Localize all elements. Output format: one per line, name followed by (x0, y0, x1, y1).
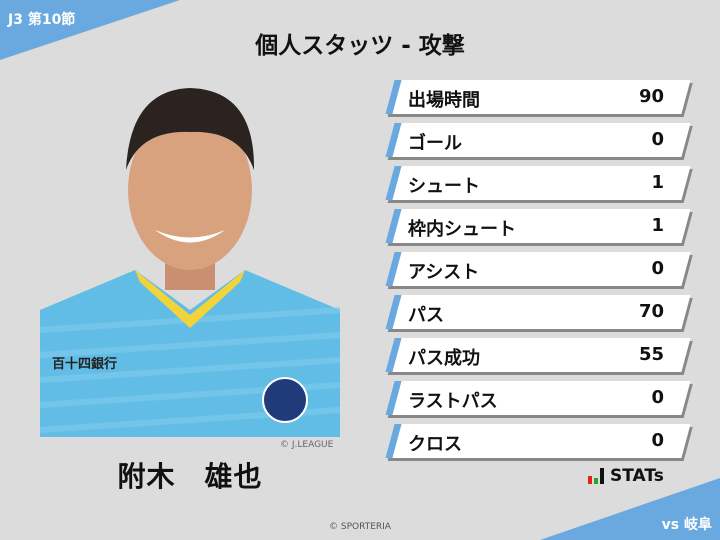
stat-row: パス 70 (385, 295, 691, 329)
stat-value: 1 (651, 172, 664, 193)
logo-bar-red (588, 476, 592, 484)
player-name: 附木 雄也 (117, 460, 263, 493)
stat-row: 出場時間 90 (385, 80, 691, 114)
stat-row: ゴール 0 (385, 123, 691, 157)
stat-label: ゴール (408, 133, 462, 154)
stat-value: 90 (638, 86, 664, 107)
page-title: 個人スタッツ - 攻撃 (255, 33, 465, 59)
stat-row: ラストパス 0 (385, 381, 691, 415)
stat-row: アシスト 0 (385, 252, 691, 286)
stat-value: 55 (638, 344, 664, 365)
logo-bar-green (594, 478, 598, 484)
club-crest (262, 377, 308, 423)
stat-label: パス成功 (408, 348, 480, 369)
round-label: J3 第10節 (8, 12, 76, 28)
opponent-label: vs 岐阜 (661, 517, 712, 533)
stat-row: クロス 0 (385, 424, 691, 458)
stat-value: 0 (651, 258, 664, 279)
stat-row: シュート 1 (385, 166, 691, 200)
stat-row: 枠内シュート 1 (385, 209, 691, 243)
logo-bar-black (600, 468, 604, 484)
photo-credit: © J.LEAGUE (280, 440, 334, 450)
stat-label: パス (408, 305, 444, 326)
sponsor-logo: 百十四銀行 (52, 356, 117, 372)
stat-value: 1 (651, 215, 664, 236)
player-photo: 百十四銀行 (40, 70, 340, 437)
stat-label: ラストパス (408, 391, 498, 412)
stat-label: クロス (408, 434, 462, 455)
stat-value: 0 (651, 129, 664, 150)
stat-value: 70 (638, 301, 664, 322)
stat-value: 0 (651, 387, 664, 408)
stat-value: 0 (651, 430, 664, 451)
copyright: © SPORTERIA (329, 522, 391, 532)
stat-label: 枠内シュート (408, 219, 516, 240)
stats-logo: STATs (588, 466, 664, 486)
stat-label: シュート (408, 176, 480, 197)
stats-logo-text: STATs (610, 466, 664, 486)
stat-label: アシスト (408, 262, 480, 283)
stat-label: 出場時間 (408, 90, 480, 111)
stat-row: パス成功 55 (385, 338, 691, 372)
